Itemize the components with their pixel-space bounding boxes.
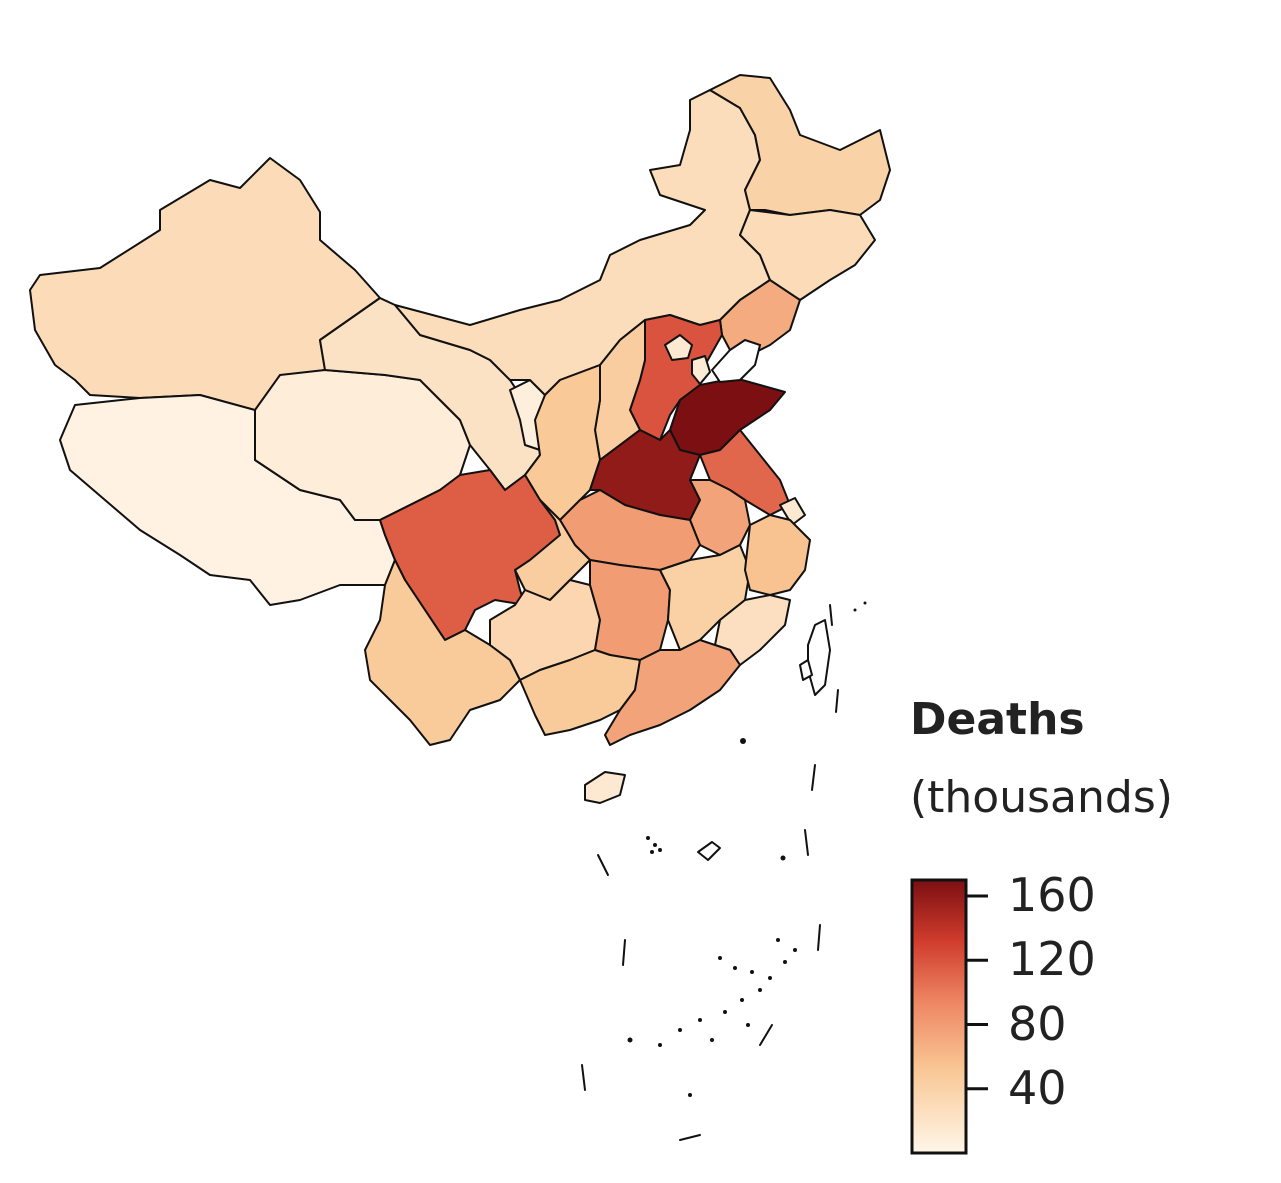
region-guangdong (604, 639, 741, 746)
region-jilin (739, 209, 876, 301)
region-hunan (589, 559, 671, 661)
region-shanghai (779, 497, 806, 526)
bohai-sea (710, 338, 762, 384)
region-yunnan (364, 559, 521, 746)
south-china-sea-islands (581, 601, 867, 1141)
legend-tick-label: 80 (1008, 996, 1067, 1051)
legend-subtitle: (thousands) (910, 772, 1173, 823)
legend-tick-label: 160 (1008, 868, 1096, 923)
region-liaoning (719, 279, 801, 356)
legend-title: Deaths (910, 694, 1085, 745)
region-hainan (584, 771, 626, 804)
legend-tick-label: 40 (1008, 1060, 1067, 1115)
legend-ticks (966, 894, 988, 1091)
region-beijing (664, 334, 693, 361)
region-tianjin (691, 355, 711, 385)
legend-tick-label: 120 (1008, 932, 1096, 987)
region-taiwan (807, 619, 831, 696)
region-zhejiang (744, 514, 811, 596)
region-jiangxi (659, 544, 751, 651)
legend-color-bar (910, 878, 968, 1155)
